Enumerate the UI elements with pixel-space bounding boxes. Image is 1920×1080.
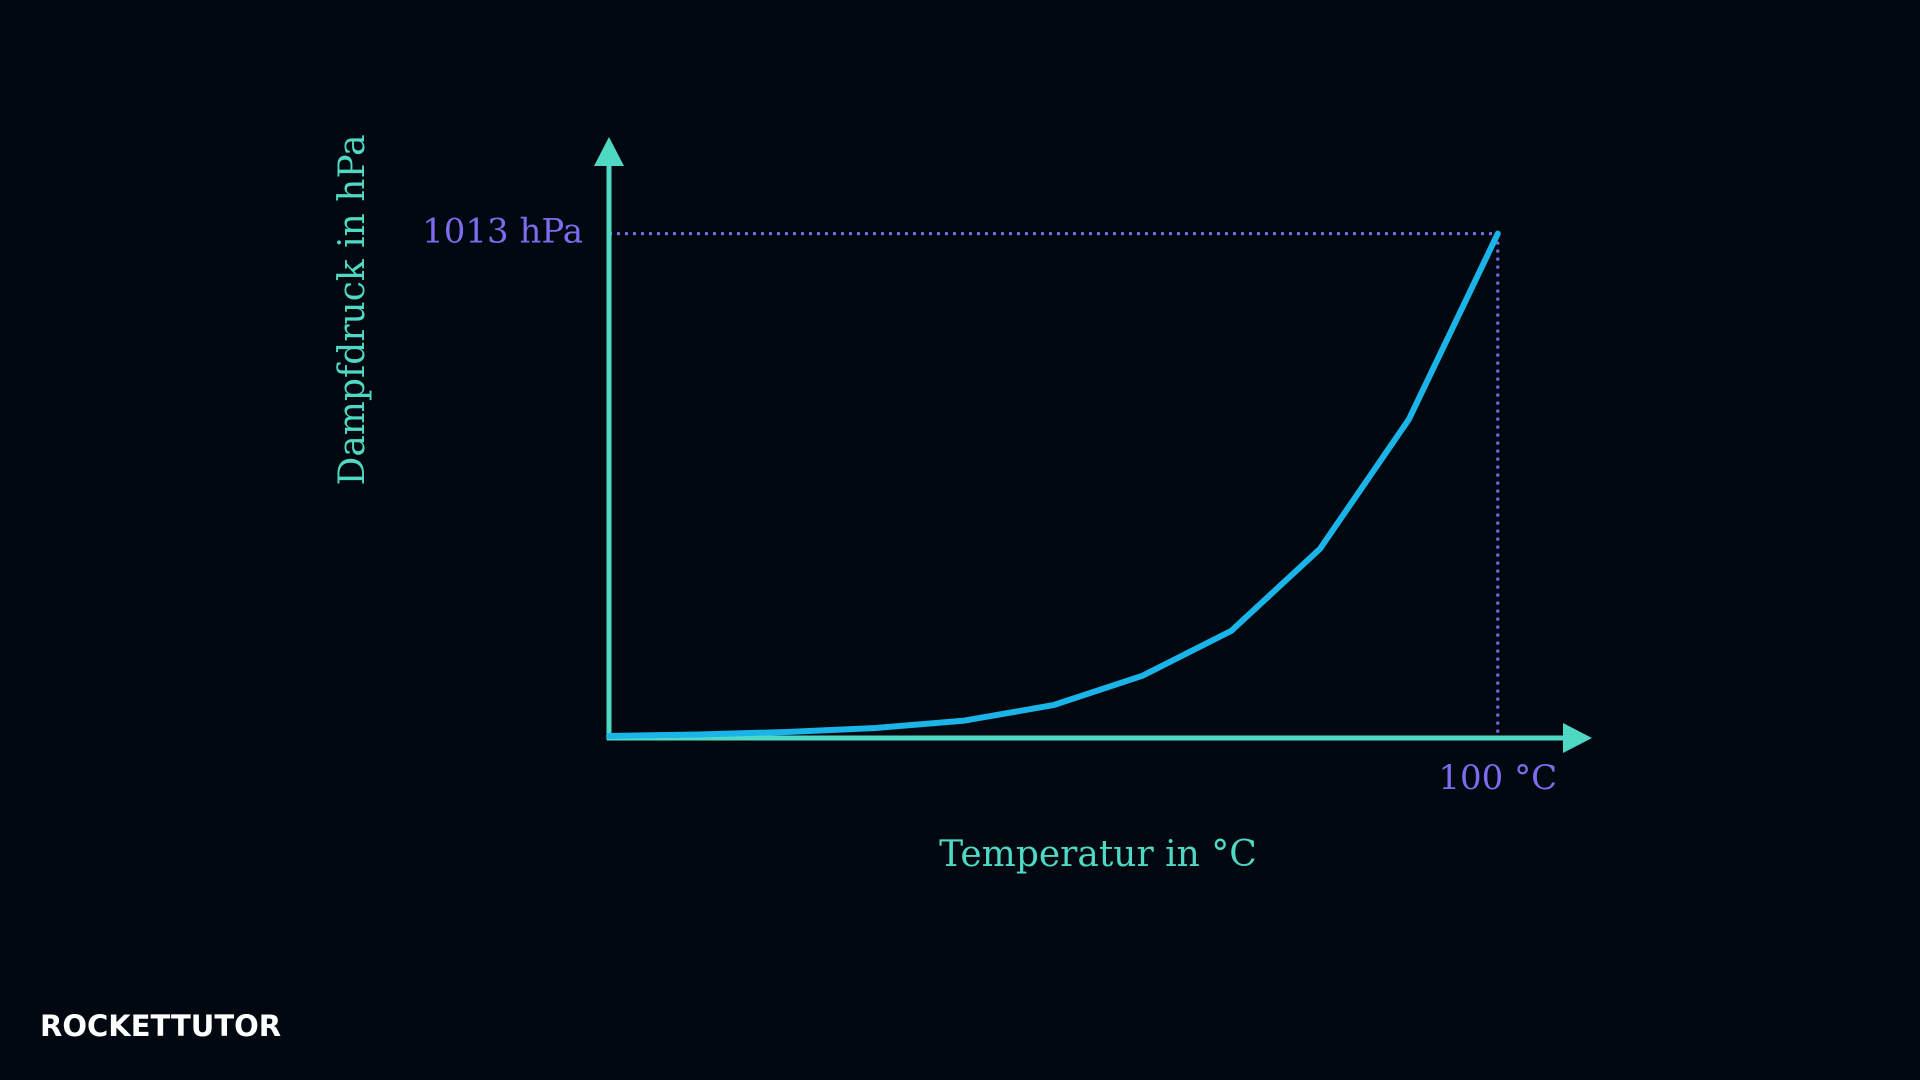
x-axis-arrow [1563,723,1592,753]
x-axis-label: Temperatur in °C [939,834,1257,875]
y-axis-arrow [594,137,624,166]
y-axis-label: Dampfdruck in hPa [332,134,373,485]
x-tick-label: 100 °C [1438,758,1557,798]
y-tick-label: 1013 hPa [422,212,583,252]
data-line [606,230,1501,739]
brand-logo: ROCKETTUTOR [40,1009,281,1043]
